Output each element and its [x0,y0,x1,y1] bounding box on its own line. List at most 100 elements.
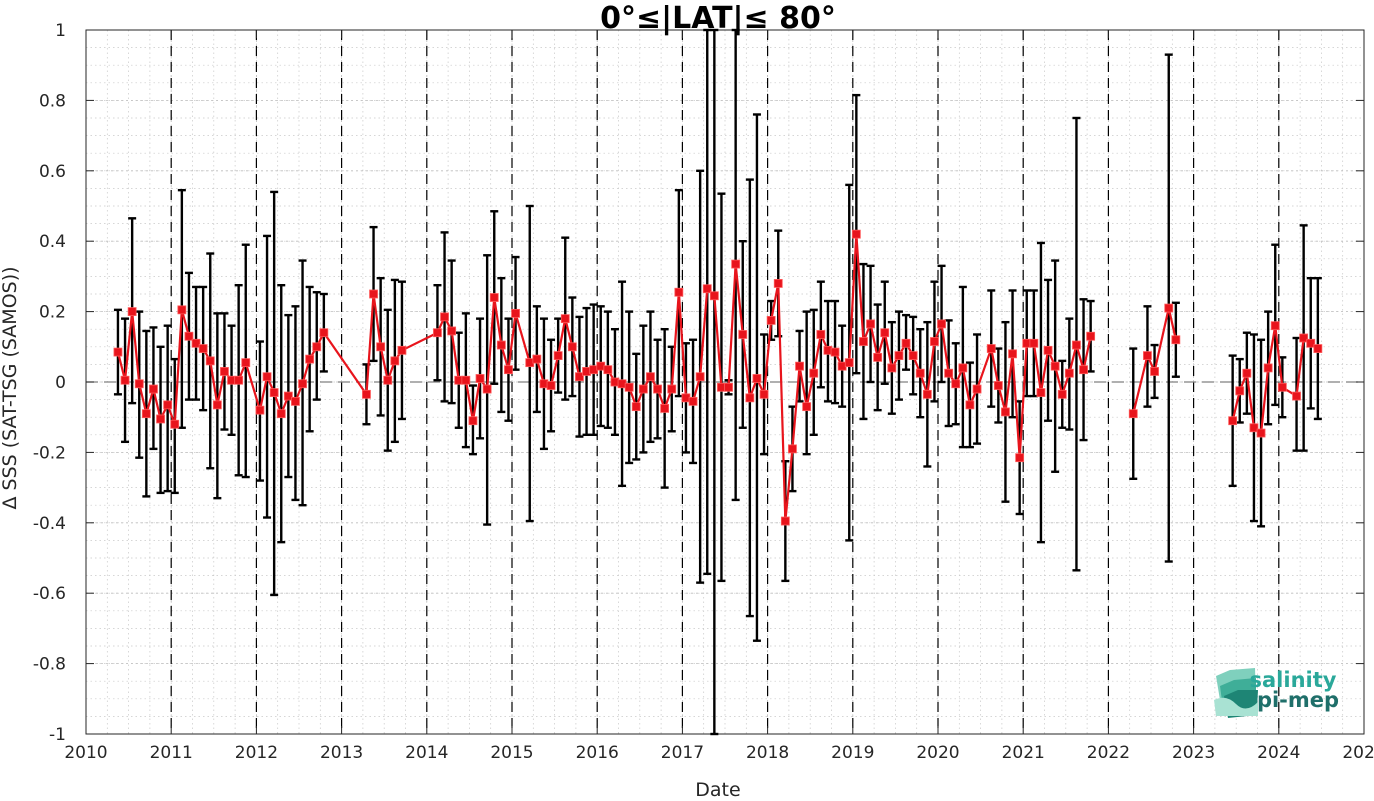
data-point [816,330,826,339]
data-point [724,382,733,392]
data-point [546,381,556,390]
data-point [113,347,123,357]
x-tick-label: 2011 [150,743,193,763]
data-point [958,363,968,373]
data-point [319,328,329,338]
data-point [667,384,677,394]
data-point [930,337,939,346]
y-tick-label: 0.6 [39,162,66,182]
data-point [220,367,229,376]
data-point [1292,391,1301,401]
data-point [156,414,165,424]
data-point [1079,365,1088,375]
data-point [369,289,378,299]
data-point [866,319,875,329]
y-tick-label: -0.8 [33,655,66,675]
logo-text-salinity: salinity [1250,668,1337,692]
x-tick-label: 2022 [1087,743,1130,763]
data-point [1270,321,1280,331]
data-point [709,291,719,301]
data-point [1249,423,1259,433]
data-point [291,396,300,406]
data-point [873,352,883,362]
data-point [177,305,187,315]
x-tick-label: 2016 [576,743,619,763]
x-tick-label: 2014 [405,743,448,763]
data-point [922,389,932,399]
y-axis-label: Δ SSS (SAT-TSG (SAMOS)) [0,266,21,509]
data-point [560,314,570,324]
data-point [298,379,307,389]
data-point [1086,331,1096,341]
data-point [646,372,655,382]
data-point [788,444,797,454]
data-point [624,382,634,392]
data-point [738,330,748,339]
data-point [802,402,812,412]
data-point [702,284,712,294]
chart-title: 0°≤|LAT|≤ 80° [600,1,836,36]
data-point [440,312,449,322]
data-point [390,356,400,366]
data-point [1164,303,1174,313]
y-tick-label: 0 [55,373,66,393]
data-point [397,345,407,355]
data-point [212,400,222,410]
data-point [1015,453,1025,463]
data-point [894,351,904,361]
data-point [1008,349,1017,359]
data-point [141,409,151,419]
data-point [1064,368,1074,378]
data-point [674,287,684,297]
data-point [653,384,662,394]
data-point [937,319,946,329]
data-point [859,337,868,346]
data-point [198,344,208,353]
data-point [1242,368,1252,378]
data-markers [113,229,1323,526]
data-point [844,358,854,368]
data-point [1171,335,1181,345]
data-point [532,354,542,364]
y-tick-label: 0.8 [39,91,66,111]
data-point [496,340,506,350]
data-point [1029,338,1039,348]
data-point [120,375,130,385]
data-point [312,342,322,352]
data-point [972,384,982,394]
data-point [447,326,457,336]
y-tick-label: 0.4 [39,232,66,252]
x-tick-label: 2017 [661,743,704,763]
x-tick-label: 2021 [1002,743,1045,763]
data-point [851,229,861,239]
series-line [116,233,1319,523]
data-point [1299,333,1309,343]
data-point [1072,340,1081,350]
data-point [1057,389,1067,399]
y-axis-ticks: -1 -0.8 -0.6 -0.4 -0.2 0 0.2 0.4 0.6 0.8 1 [33,21,1364,745]
data-point [475,374,485,383]
data-point [1150,367,1159,376]
x-tick-label: 2012 [235,743,278,763]
data-point [1128,409,1138,419]
data-point [383,375,393,385]
data-point [638,384,648,394]
x-tick-label: 2019 [831,743,874,763]
data-point [915,368,925,378]
data-point [305,354,315,364]
x-tick-label: 2020 [916,743,959,763]
data-point [944,368,954,378]
data-point [1228,416,1238,426]
data-point [1001,407,1010,417]
data-point [461,375,471,385]
data-point [631,402,641,412]
data-point [511,308,520,318]
data-point [234,375,244,385]
data-point [170,419,180,429]
x-tick-label: 2013 [320,743,363,763]
data-point [993,381,1003,390]
data-point [965,400,975,410]
data-point [163,400,173,410]
